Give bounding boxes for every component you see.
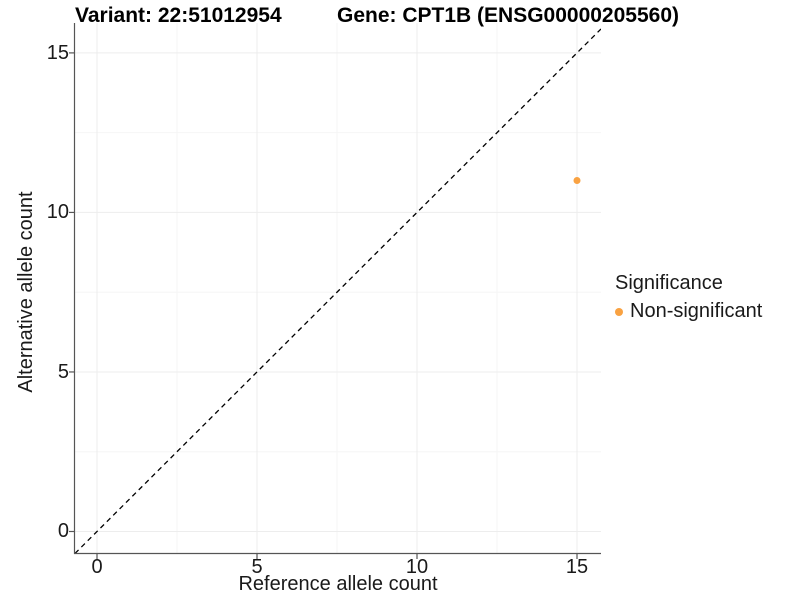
x-axis-title: Reference allele count xyxy=(238,573,438,595)
legend: Significance Non-significant xyxy=(615,272,762,323)
x-tick-label: 15 xyxy=(565,556,589,578)
data-point xyxy=(573,177,581,185)
plot-title-variant: Variant: 22:51012954 xyxy=(75,4,282,27)
x-tick-label: 0 xyxy=(91,556,103,578)
legend-item-label: Non-significant xyxy=(630,300,763,322)
plot-title-gene: Gene: CPT1B (ENSG00000205560) xyxy=(337,4,679,27)
y-tick-label: 5 xyxy=(57,360,69,383)
legend-item-non-significant: Non-significant xyxy=(615,300,762,323)
x-tick-label: 10 xyxy=(405,556,429,578)
y-tick-label: 0 xyxy=(57,520,69,543)
x-tick-label: 5 xyxy=(251,556,263,578)
identity-reference-line xyxy=(75,28,601,553)
legend-point-icon xyxy=(615,307,623,316)
y-tick-label: 10 xyxy=(46,201,69,224)
legend-title: Significance xyxy=(615,272,723,294)
y-tick-label: 15 xyxy=(46,41,69,64)
